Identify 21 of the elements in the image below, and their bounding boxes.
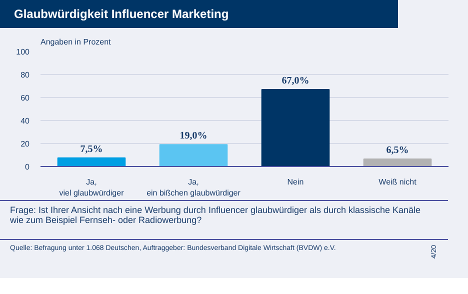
bar (261, 88, 330, 166)
x-tick-label: Weiß nicht (378, 178, 418, 186)
y-tick-label: 0 (25, 162, 30, 172)
x-tick-label: Nein (287, 178, 304, 186)
y-tick-label: 60 (20, 94, 30, 102)
chart-title: Glaubwürdigkeit Influencer Marketing (0, 0, 398, 28)
y-tick-label: 80 (20, 70, 30, 80)
y-tick-label: 40 (20, 116, 30, 126)
y-tick-label: 20 (20, 140, 30, 148)
data-label: 7,5% (80, 144, 103, 155)
bar (159, 144, 228, 166)
text: Frage: Ist Ihrer Ansicht nach eine Werbung durch Influencer glaubwürdiger als durch klassische Kanäle wie zum Beispiel Fernseh- oder Radiowerbung? (0, 200, 448, 228)
y-axis-title: Angaben in Prozent (40, 38, 112, 46)
x-tick-label: Ja, ein bißchen glaubwürdiger (146, 178, 241, 198)
y-tick-label: 100 (16, 48, 30, 56)
bar (57, 157, 126, 166)
data-label: 67,0% (282, 75, 310, 86)
x-tick-label: Ja, viel glaubwürdiger (59, 178, 124, 198)
data-label: 6,5% (386, 145, 409, 156)
data-label: 19,0% (180, 130, 208, 142)
bar (363, 158, 432, 166)
